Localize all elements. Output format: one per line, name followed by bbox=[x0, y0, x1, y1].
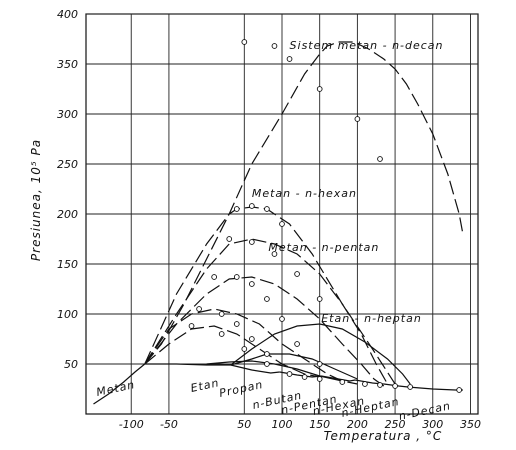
data-point bbox=[233, 321, 240, 327]
y-axis-title: Presiunea, 10⁵ Pa bbox=[29, 139, 43, 261]
grid-layer bbox=[86, 13, 478, 414]
data-point bbox=[188, 323, 195, 329]
x-tick-label: 50 bbox=[237, 418, 251, 431]
data-point bbox=[316, 86, 323, 92]
data-point bbox=[264, 296, 270, 302]
data-point bbox=[248, 203, 255, 209]
series-curve-6 bbox=[230, 323, 411, 385]
x-tick-label: -100 bbox=[119, 418, 144, 431]
data-point bbox=[271, 251, 278, 257]
y-tick-label: 50 bbox=[64, 358, 78, 371]
series-curve-7 bbox=[230, 353, 358, 380]
annotation-label: Sistem metan - n-decan bbox=[290, 39, 444, 52]
pure-component-labels: Metan EtanPropann-Butann-Pentann-Hexann-H… bbox=[95, 376, 452, 423]
data-point bbox=[279, 316, 285, 322]
data-point bbox=[241, 346, 248, 352]
annotation-label: Metan - n-hexan bbox=[252, 187, 357, 200]
x-tick-label: 250 bbox=[385, 418, 406, 431]
data-point bbox=[377, 382, 383, 388]
vapor-pressure-curve-5 bbox=[383, 383, 408, 388]
annotation-label: Metan - n-pentan bbox=[268, 241, 379, 254]
data-point bbox=[301, 374, 308, 380]
data-point bbox=[226, 236, 233, 242]
y-tick-label: 350 bbox=[57, 58, 78, 71]
data-point bbox=[218, 331, 225, 337]
data-point bbox=[294, 271, 300, 277]
data-point bbox=[211, 274, 218, 280]
data-point bbox=[354, 116, 361, 122]
data-point bbox=[316, 361, 323, 367]
x-axis-title: Temperatura , °C bbox=[324, 429, 443, 443]
data-point bbox=[286, 371, 293, 377]
data-point bbox=[271, 43, 278, 49]
data-point bbox=[377, 156, 383, 162]
data-point bbox=[241, 39, 248, 45]
metan-vapor-curve bbox=[93, 363, 146, 405]
vapor-pressure-curve-6 bbox=[407, 386, 463, 391]
data-point bbox=[233, 206, 240, 212]
y-tick-label: 100 bbox=[57, 308, 78, 321]
data-point bbox=[264, 361, 270, 367]
data-point bbox=[407, 384, 414, 390]
data-point bbox=[392, 383, 398, 389]
data-point bbox=[316, 376, 323, 382]
series-curve-2 bbox=[144, 238, 389, 385]
data-point bbox=[362, 381, 368, 387]
points-layer bbox=[188, 39, 463, 393]
vapor-pressure-curve-0 bbox=[144, 363, 231, 366]
x-tick-label: 200 bbox=[347, 418, 368, 431]
series-layer bbox=[93, 41, 464, 405]
series-curve-5 bbox=[144, 325, 320, 378]
data-point bbox=[233, 274, 240, 280]
component-label: Metan bbox=[95, 378, 136, 399]
data-point bbox=[339, 379, 346, 385]
component-label: Etan bbox=[189, 376, 220, 395]
vapor-pressure-curve-1 bbox=[230, 364, 280, 374]
data-point bbox=[248, 281, 255, 287]
series-curve-8 bbox=[206, 360, 343, 382]
y-tick-label: 300 bbox=[57, 108, 78, 121]
data-point bbox=[286, 56, 293, 62]
y-tick-label: 150 bbox=[57, 258, 78, 271]
data-point bbox=[316, 296, 323, 302]
data-point bbox=[218, 311, 225, 317]
series-curve-0 bbox=[144, 41, 464, 365]
component-label: Propan bbox=[218, 378, 264, 400]
data-point bbox=[264, 351, 270, 357]
x-tick-label: 100 bbox=[272, 418, 293, 431]
x-tick-label: -50 bbox=[160, 418, 178, 431]
data-point bbox=[294, 341, 300, 347]
y-tick-label: 400 bbox=[57, 8, 78, 21]
data-point bbox=[456, 387, 463, 393]
data-point bbox=[196, 306, 202, 312]
annotation-label: Etan - n-heptan bbox=[321, 312, 422, 325]
series-curve-3 bbox=[144, 276, 385, 387]
data-point bbox=[264, 206, 270, 212]
series-curve-4 bbox=[144, 308, 358, 385]
data-point bbox=[248, 336, 255, 342]
data-point bbox=[279, 221, 285, 227]
y-tick-label: 250 bbox=[57, 158, 78, 171]
y-tick-labels: 50 100 150 200 250 300 350 400 bbox=[57, 8, 78, 371]
data-point bbox=[248, 239, 255, 245]
x-tick-labels: -100 -50 50 100 150 200 250 300 350 bbox=[119, 418, 481, 431]
annotation-layer: Sistem metan - n-decan Metan - n-hexan Met… bbox=[252, 39, 444, 325]
y-tick-label: 200 bbox=[57, 208, 78, 221]
x-tick-label: 300 bbox=[422, 418, 443, 431]
x-tick-label: 150 bbox=[309, 418, 330, 431]
x-tick-label: 350 bbox=[460, 418, 481, 431]
